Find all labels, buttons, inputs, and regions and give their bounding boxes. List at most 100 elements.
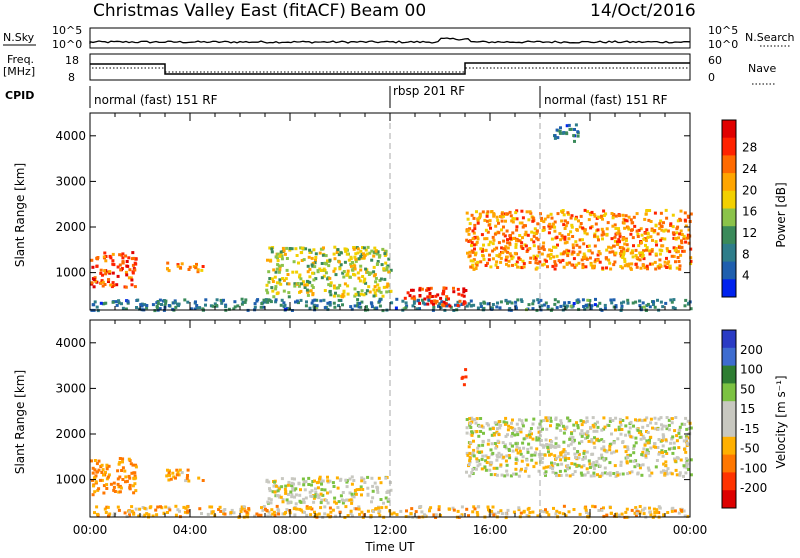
velocity-cell (603, 466, 607, 470)
power-cell (563, 227, 567, 230)
velocity-cell (128, 487, 132, 491)
velocity-cell (316, 493, 320, 497)
power-cell (495, 254, 499, 258)
power-cell (528, 261, 532, 264)
power-cell (359, 249, 363, 253)
power-cell (384, 249, 388, 253)
nsearch-tick-bottom: 10^0 (708, 38, 738, 51)
power-cell (354, 259, 358, 263)
power-cell (617, 227, 620, 231)
power-cell (368, 251, 372, 255)
velocity-cell (536, 426, 540, 430)
velocity-cell (589, 474, 593, 478)
power-cell (278, 254, 282, 258)
velocity-cell (645, 416, 649, 420)
power-cell (368, 290, 372, 294)
power-cell (686, 214, 690, 218)
power-cell (550, 216, 554, 220)
velocity-cells (90, 368, 693, 520)
velocity-cell (580, 465, 584, 469)
power-cell (570, 225, 574, 229)
beam-label: Beam 00 (350, 1, 426, 21)
velocity-cell (470, 433, 474, 437)
power-cell (675, 250, 679, 254)
velocity-cell (666, 511, 670, 514)
power-cell (531, 307, 535, 311)
power-cell (125, 260, 129, 263)
power-cell (308, 306, 312, 310)
velocity-cell (341, 491, 345, 494)
velocity-cell (610, 451, 614, 455)
velocity-cell (605, 513, 609, 517)
velocity-cell (284, 489, 288, 493)
power-cell (376, 260, 380, 263)
power-cell (679, 218, 683, 222)
velocity-cell (502, 455, 506, 459)
velocity-cell (486, 505, 490, 509)
power-cell (618, 240, 621, 244)
velocity-cell (174, 476, 177, 480)
velocity-cell (598, 474, 602, 478)
power-colorbar-tick: 12 (742, 226, 757, 240)
power-cell (634, 300, 638, 304)
power-cell (581, 298, 585, 302)
power-cell (537, 250, 541, 254)
velocity-cell (525, 434, 529, 438)
power-cell (507, 264, 511, 268)
power-cell (547, 231, 551, 235)
power-cell (626, 264, 630, 268)
velocity-cell (112, 485, 116, 489)
power-cell (654, 267, 658, 271)
velocity-cell (118, 490, 122, 494)
power-cell (103, 283, 107, 286)
power-cell (679, 209, 683, 213)
velocity-cell (490, 442, 494, 446)
power-cell (590, 210, 594, 214)
power-cell (438, 302, 442, 306)
y-tick-label: 3000 (55, 381, 86, 395)
velocity-cell (645, 450, 649, 454)
power-cell (548, 222, 552, 226)
velocity-cell (176, 470, 180, 474)
power-colorbar-swatch (722, 190, 736, 209)
velocity-cell (685, 458, 689, 462)
power-cell (195, 262, 198, 266)
power-colorbar-tick: 8 (742, 247, 750, 261)
power-cell (462, 294, 466, 298)
nsearch-tick-top: 10^5 (708, 24, 738, 37)
velocity-cell (105, 487, 109, 490)
velocity-cell (460, 376, 464, 380)
power-cell (493, 247, 497, 251)
power-cell (305, 300, 308, 304)
velocity-cell (321, 493, 325, 497)
power-cell (675, 266, 679, 270)
power-cell (607, 258, 611, 262)
power-cell (500, 219, 504, 223)
power-cell (294, 247, 298, 251)
power-cell (418, 286, 422, 290)
power-cell (672, 298, 676, 302)
velocity-cell (634, 418, 637, 422)
power-cell (588, 299, 592, 302)
velocity-cell (317, 496, 321, 500)
velocity-cell (303, 488, 307, 492)
power-cell (463, 301, 467, 305)
power-cell (663, 260, 667, 264)
power-cell (403, 296, 407, 300)
power-cell (629, 266, 633, 270)
power-cell (476, 306, 480, 310)
power-cell (466, 217, 470, 221)
nsky-tick-bottom: 10^0 (52, 38, 82, 51)
velocity-cell (648, 506, 651, 510)
power-cell (219, 298, 223, 302)
power-cell (328, 276, 332, 280)
power-cell (470, 265, 474, 269)
velocity-cell (266, 500, 270, 504)
power-cell (486, 219, 489, 223)
velocity-cell (575, 421, 578, 425)
power-cell (618, 232, 622, 236)
velocity-cell (102, 473, 105, 477)
velocity-cell (519, 452, 523, 456)
velocity-cell (624, 510, 628, 514)
power-cell (376, 283, 380, 287)
